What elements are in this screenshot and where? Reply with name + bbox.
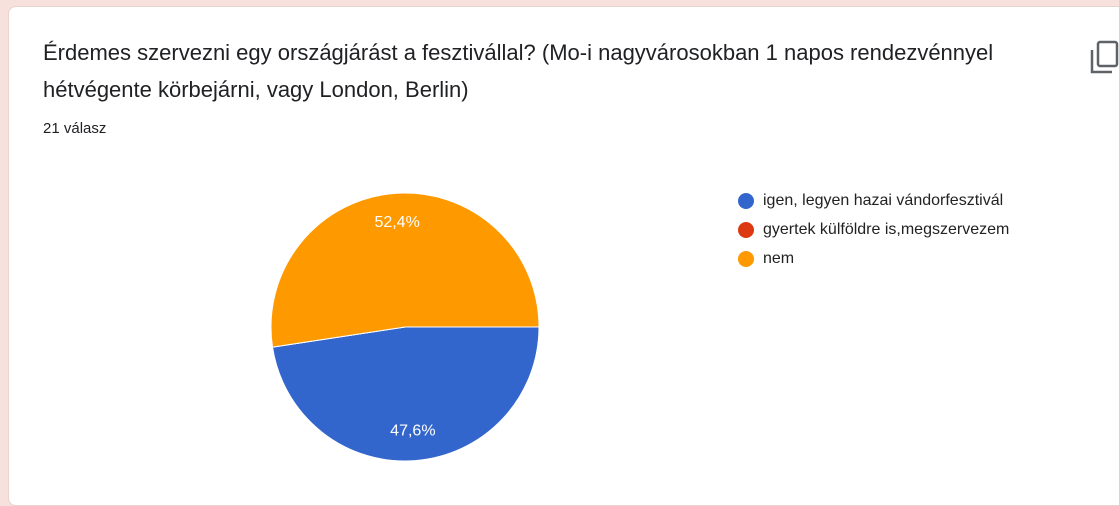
legend-label: gyertek külföldre is,megszervezem [763,221,1009,238]
slice-label: 52,4% [374,214,419,231]
pie-slice [270,192,540,348]
legend-marker [738,193,754,209]
legend-marker [738,251,754,267]
slice-label: 47,6% [390,422,435,439]
legend-marker [738,222,754,238]
card [8,6,1119,506]
legend-label: igen, legyen hazai vándorfesztivál [763,192,1003,209]
pie-slice [271,326,540,462]
copy-icon[interactable] [1090,40,1119,74]
legend-label: nem [763,250,794,267]
page: Érdemes szervezni egy országjárást a fes… [8,6,1119,506]
chart: 47,6% 52,4% igen, legyen hazai vándorfeszt… [270,40,1119,462]
chart-title: Érdemes szervezni egy országjárást a fes… [43,40,994,102]
response-count: 21 válasz [43,120,107,137]
